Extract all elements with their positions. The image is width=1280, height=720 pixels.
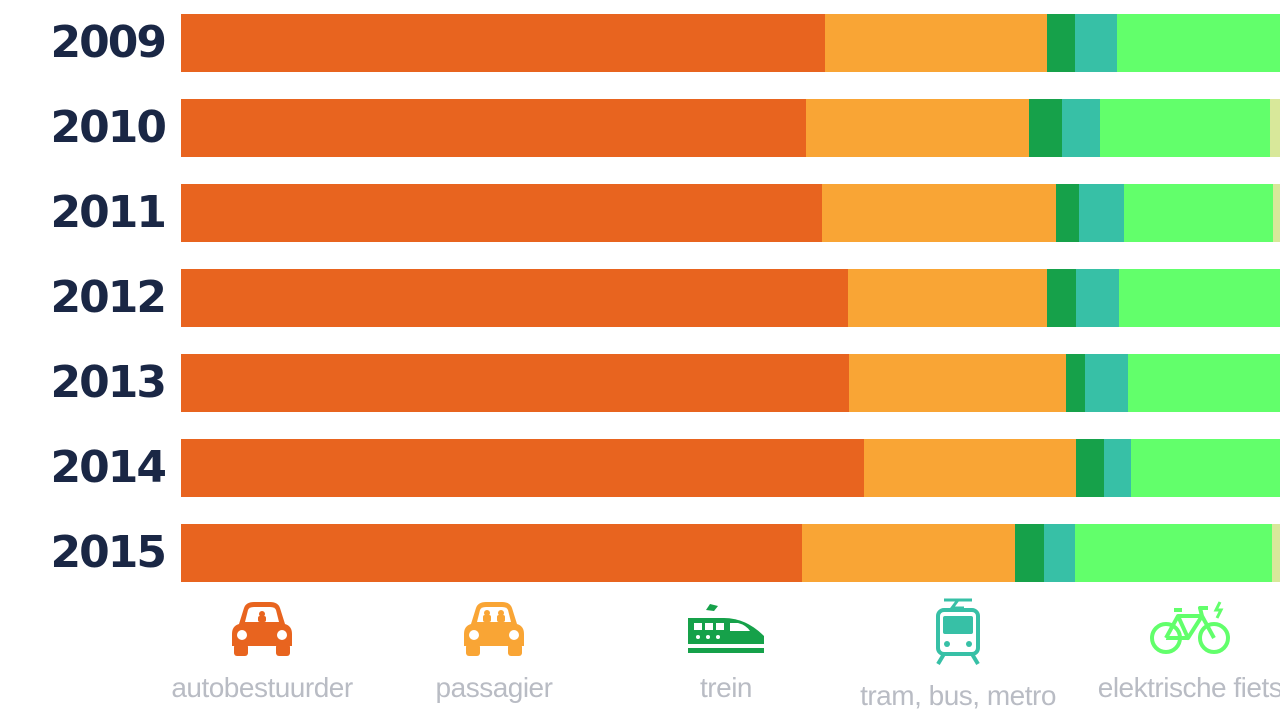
bar-segment-2014-autobestuurder: [181, 439, 864, 497]
bar-segment-2011-autobestuurder: [181, 184, 822, 242]
bar-segment-2015-elektrische-fiets: [1075, 524, 1272, 582]
bar-segment-2015-passagier: [802, 524, 1015, 582]
bar-segment-2012-autobestuurder: [181, 269, 848, 327]
year-label-2014: 2014: [50, 442, 167, 493]
bar-row-2010: [181, 99, 1280, 157]
e-bike-icon: [1150, 601, 1230, 654]
bar-segment-2009-elektrische-fiets: [1117, 14, 1280, 72]
bar-segment-2015-autobestuurder: [181, 524, 802, 582]
bar-segment-2015-trein: [1015, 524, 1044, 582]
bar-segment-2015-tram-bus-metro: [1044, 524, 1075, 582]
bar-row-2013: [181, 354, 1280, 412]
bar-row-2011: [181, 184, 1280, 242]
bar-segment-2011-trein: [1056, 184, 1079, 242]
year-label-2015: 2015: [50, 527, 167, 578]
bar-segment-2010-autobestuurder: [181, 99, 806, 157]
bar-row-2012: [181, 269, 1280, 327]
bar-segment-2010-trein: [1029, 99, 1062, 157]
legend-label: tram, bus, metro: [860, 680, 1056, 711]
bar-segment-2010-series-5: [1270, 99, 1280, 157]
bar-row-2014: [181, 439, 1280, 497]
car-icon: [232, 602, 292, 656]
train-icon: [688, 604, 764, 653]
bar-segment-2009-passagier: [825, 14, 1047, 72]
legend-item-elektrische-fiets: elektrische fiets: [1075, 598, 1280, 704]
tram-icon: [936, 598, 980, 666]
bar-segment-2010-tram-bus-metro: [1062, 99, 1100, 157]
bar-segment-2012-trein: [1047, 269, 1076, 327]
year-label-2011: 2011: [50, 187, 167, 238]
year-label-2010: 2010: [50, 102, 167, 153]
bar-row-2009: [181, 14, 1280, 72]
legend-label: trein: [700, 672, 752, 703]
bar-segment-2013-tram-bus-metro: [1085, 354, 1128, 412]
bar-segment-2014-tram-bus-metro: [1104, 439, 1131, 497]
bar-segment-2009-tram-bus-metro: [1075, 14, 1117, 72]
year-label-2009: 2009: [50, 17, 167, 68]
bar-segment-2014-elektrische-fiets: [1131, 439, 1280, 497]
legend-item-autobestuurder: autobestuurder: [147, 598, 377, 704]
year-label-2013: 2013: [50, 357, 167, 408]
bar-segment-2012-tram-bus-metro: [1076, 269, 1119, 327]
bar-segment-2014-passagier: [864, 439, 1076, 497]
bar-segment-2015-series-5: [1272, 524, 1280, 582]
bar-segment-2010-elektrische-fiets: [1100, 99, 1270, 157]
legend-label: passagier: [435, 672, 553, 703]
bar-segment-2011-series-5: [1273, 184, 1280, 242]
bar-segment-2014-trein: [1076, 439, 1104, 497]
bar-segment-2009-trein: [1047, 14, 1075, 72]
year-label-2012: 2012: [50, 272, 167, 323]
bar-segment-2009-autobestuurder: [181, 14, 825, 72]
legend-item-passagier: passagier: [379, 598, 609, 704]
legend-label: elektrische fiets: [1097, 672, 1280, 703]
bar-segment-2011-passagier: [822, 184, 1056, 242]
bar-segment-2011-tram-bus-metro: [1079, 184, 1124, 242]
bar-segment-2012-passagier: [848, 269, 1047, 327]
bar-segment-2013-passagier: [849, 354, 1066, 412]
bar-segment-2012-elektrische-fiets: [1119, 269, 1280, 327]
car-passengers-icon: [464, 602, 524, 656]
bar-segment-2013-autobestuurder: [181, 354, 849, 412]
bar-segment-2013-trein: [1066, 354, 1085, 412]
bar-segment-2011-elektrische-fiets: [1124, 184, 1273, 242]
legend-label: autobestuurder: [171, 672, 353, 703]
bar-segment-2013-elektrische-fiets: [1128, 354, 1280, 412]
bar-segment-2010-passagier: [806, 99, 1029, 157]
legend-item-tram-bus-metro: tram, bus, metro: [843, 598, 1073, 712]
bar-row-2015: [181, 524, 1280, 582]
legend-item-trein: trein: [611, 598, 841, 704]
